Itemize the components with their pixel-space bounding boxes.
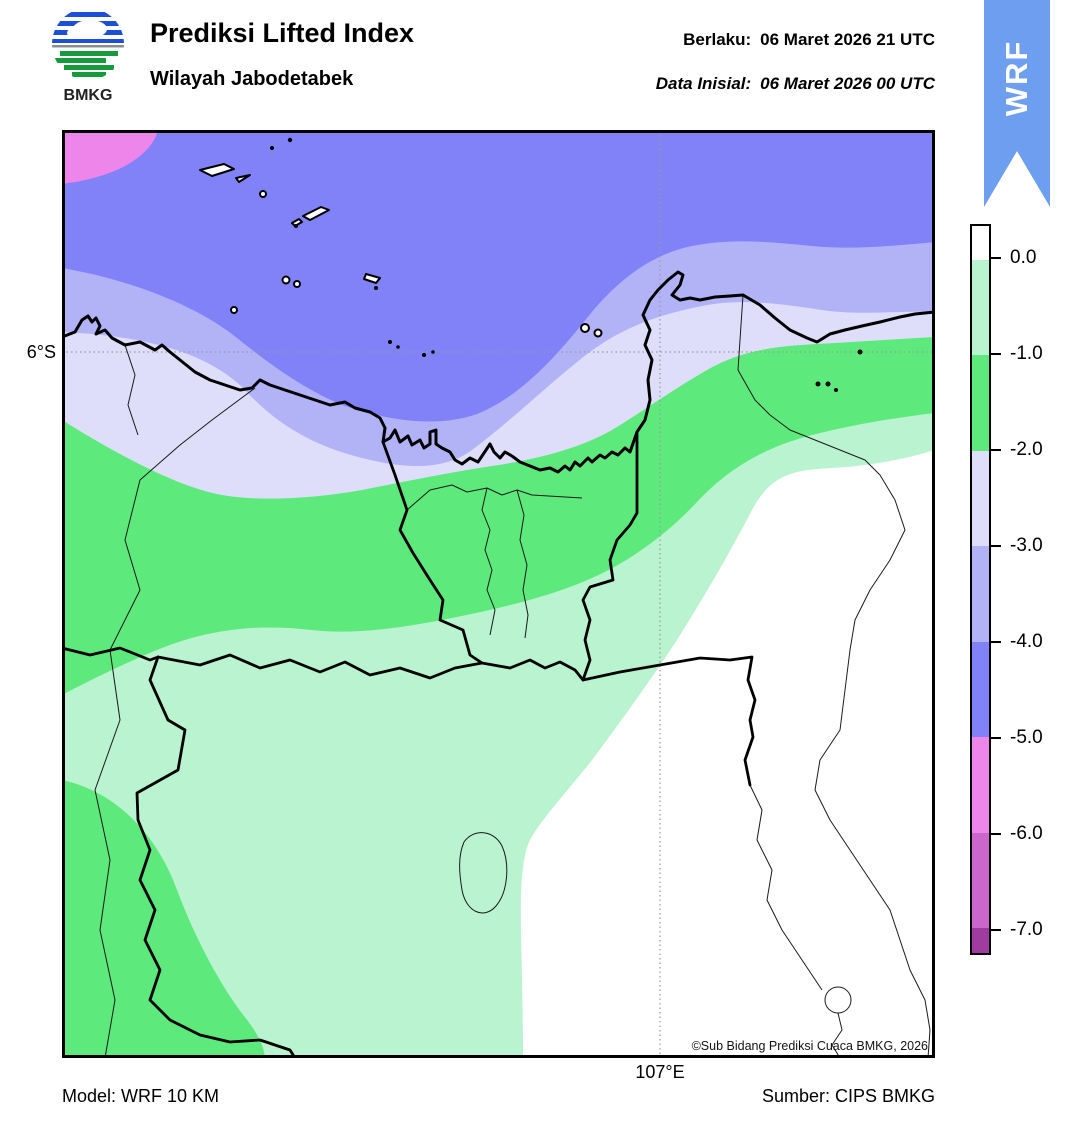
colorbar-segment: [972, 737, 989, 833]
colorbar-segments: [972, 226, 989, 953]
init-time-line: Data Inisial: 06 Maret 2026 00 UTC: [656, 74, 935, 94]
colorbar-tick-label: 0.0: [1010, 247, 1037, 268]
colorbar-segment: [972, 832, 989, 929]
coastline: [62, 270, 935, 474]
colorbar-tick-label: -4.0: [1010, 631, 1043, 652]
band-lifted-neg4-to-neg5: [62, 130, 935, 422]
wrf-ribbon: WRF: [984, 0, 1050, 207]
colorbar-tick: [989, 448, 1001, 452]
colorbar-segment: [972, 546, 989, 642]
boundary-dki-jakarta: [381, 430, 639, 682]
islands: [199, 137, 863, 392]
colorbar-segment: [972, 641, 989, 738]
valid-time-value: 06 Maret 2026 21 UTC: [760, 30, 935, 49]
colorbar-tick: [989, 544, 1001, 548]
colorbar: [970, 224, 991, 955]
admin-boundaries-thick: [62, 270, 935, 1058]
band-lifted-neg5-to-neg6: [62, 130, 158, 184]
colorbar-tick-label: -6.0: [1010, 823, 1043, 844]
colorbar-segment: [972, 450, 989, 547]
forecast-map: ©Sub Bidang Prediksi Cuaca BMKG, 2026: [62, 130, 935, 1058]
page-title: Prediksi Lifted Index: [150, 18, 415, 48]
lon-axis-label: 107°E: [635, 1062, 685, 1082]
footer-source-text: Sumber: CIPS BMKG: [761, 1086, 935, 1106]
bmkg-logo: BMKG: [52, 8, 124, 104]
bmkg-logo-text: BMKG: [64, 87, 113, 104]
boundary-bogor-west: [135, 655, 297, 1058]
boundary-bekasi-east: [581, 655, 757, 787]
colorbar-segment: [972, 928, 989, 953]
colorbar-tick-label: -1.0: [1010, 343, 1043, 364]
footer-model-text: Model: WRF 10 KM: [62, 1086, 220, 1106]
gridlines: [62, 130, 935, 1058]
admin-boundaries-thin: [94, 294, 931, 1058]
lat-axis-label: 6°S: [26, 342, 56, 362]
valid-time-line: Berlaku: 06 Maret 2026 21 UTC: [683, 30, 935, 50]
colorbar-tick-label: -3.0: [1010, 535, 1043, 556]
colorbar-tick: [989, 832, 1001, 836]
colorbar-segment: [972, 355, 989, 451]
colorbar-tick-label: -5.0: [1010, 727, 1043, 748]
wrf-ribbon-text: WRF: [999, 39, 1034, 117]
bmkg-logo-emblem: [52, 8, 124, 80]
init-time-value: 06 Maret 2026 00 UTC: [760, 74, 935, 93]
colorbar-segment: [972, 226, 989, 260]
page-subtitle: Wilayah Jabodetabek: [150, 68, 354, 90]
map-copyright: ©Sub Bidang Prediksi Cuaca BMKG, 2026: [692, 1039, 928, 1053]
colorbar-tick-label: -7.0: [1010, 919, 1043, 940]
colorbar-tick-label: -2.0: [1010, 439, 1043, 460]
colorbar-tick: [989, 640, 1001, 644]
colorbar-tick: [989, 256, 1001, 260]
valid-time-label: Berlaku:: [683, 30, 752, 49]
colorbar-segment: [972, 259, 989, 356]
boundary-bogor-north: [62, 646, 484, 680]
colorbar-tick: [989, 928, 1001, 932]
map-frame: [62, 130, 935, 1058]
colorbar-tick: [989, 352, 1001, 356]
init-time-label: Data Inisial:: [655, 74, 752, 93]
colorbar-tick: [989, 736, 1001, 740]
